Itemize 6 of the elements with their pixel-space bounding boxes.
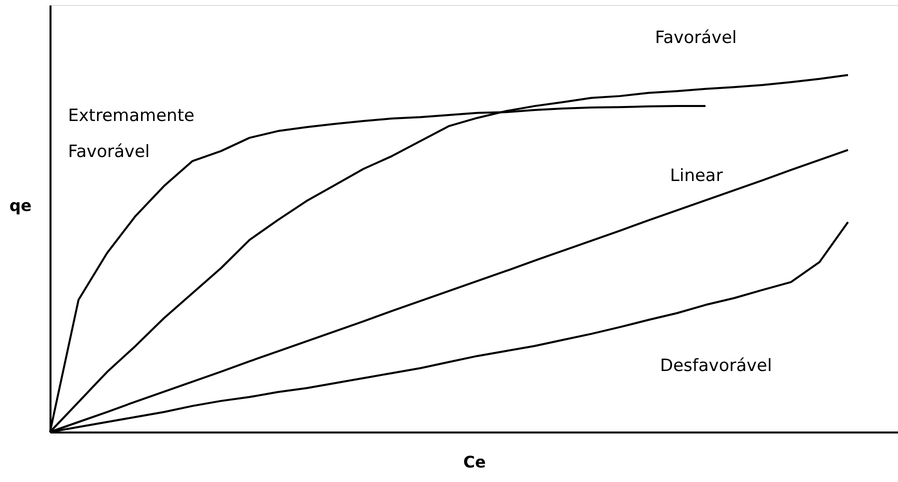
series-label: Linear bbox=[670, 166, 723, 186]
text: Favorável bbox=[655, 28, 737, 48]
y-axis-title: qe bbox=[9, 196, 32, 215]
text: Desfavorável bbox=[660, 356, 772, 376]
x-axis-title: Ce bbox=[463, 452, 486, 472]
series-label: Extremamente Favorável bbox=[68, 106, 194, 162]
